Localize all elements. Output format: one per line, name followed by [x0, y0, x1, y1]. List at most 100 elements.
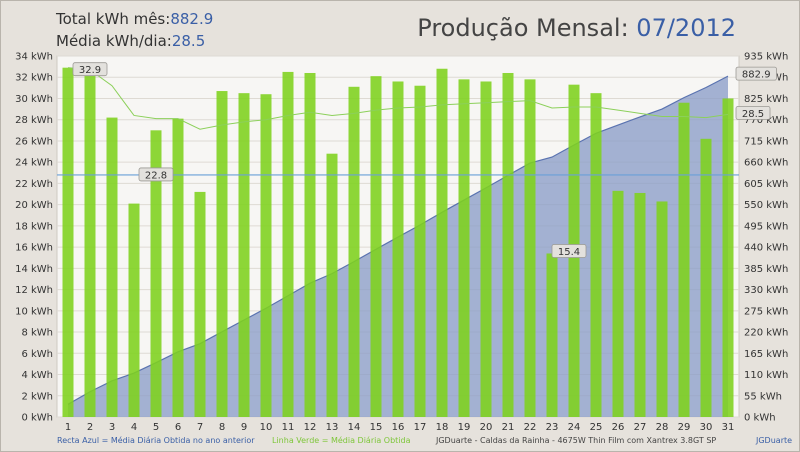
max-callout-text: 32.9	[79, 65, 101, 76]
footer-blue-note: Recta Azul = Média Diária Obtida no ano …	[57, 435, 255, 445]
x-tick-label: 27	[634, 422, 647, 433]
day-bar-18	[436, 68, 448, 417]
chart-title-label: Produção Mensal:	[417, 14, 629, 42]
x-tick-label: 14	[348, 422, 361, 433]
min-callout-text: 15.4	[558, 247, 580, 258]
average-end-callout-box	[735, 105, 771, 120]
value-callouts: 32.9 15.4 22.8 882.9 28.5	[72, 62, 777, 258]
day-bar-8	[216, 91, 228, 417]
x-tick-label: 30	[700, 422, 713, 433]
right-tick-label: 275 kWh	[744, 306, 788, 317]
footer-system-info: JGDuarte - Caldas da Rainha - 4675W Thin…	[435, 436, 716, 445]
average-end-callout: 28.5	[735, 105, 771, 120]
day-bar-1	[62, 67, 74, 417]
x-tick-label: 6	[175, 422, 181, 433]
day-bar-29	[678, 102, 690, 417]
day-bar-13	[326, 153, 338, 417]
reference-callout: 22.8	[138, 167, 174, 182]
left-tick-label: 32 kWh	[15, 73, 53, 84]
right-tick-label: 605 kWh	[744, 179, 788, 190]
right-tick-label: 110 kWh	[744, 370, 788, 381]
day-bar-30	[700, 138, 712, 418]
x-tick-label: 8	[219, 422, 225, 433]
max-callout: 32.9	[72, 62, 108, 77]
left-tick-label: 26 kWh	[15, 136, 53, 147]
right-tick-label: 385 kWh	[744, 264, 788, 275]
day-bar-3	[106, 117, 118, 418]
x-tick-label: 16	[392, 422, 405, 433]
right-tick-label: 330 kWh	[744, 285, 788, 296]
x-tick-label: 28	[656, 422, 669, 433]
day-bar-9	[238, 93, 250, 417]
left-axis-ticks: 0 kWh 2 kWh 4 kWh 6 kWh 8 kWh 10 kWh 12 kWh 14 …	[15, 52, 53, 424]
left-tick-label: 12 kWh	[15, 285, 53, 296]
day-bar-12	[304, 72, 316, 418]
day-bar-11	[282, 71, 294, 418]
right-tick-label: 935 kWh	[744, 52, 788, 63]
x-tick-label: 3	[109, 422, 115, 433]
footer-green-note: Linha Verde = Média Diária Obtida	[272, 435, 411, 445]
cumulative-end-callout-box	[735, 66, 777, 81]
right-tick-label: 550 kWh	[744, 200, 788, 211]
left-tick-label: 2 kWh	[21, 391, 53, 402]
day-bar-4	[128, 203, 140, 417]
average-end-callout-text: 28.5	[742, 109, 764, 120]
left-tick-label: 16 kWh	[15, 243, 53, 254]
day-bar-23	[546, 253, 558, 417]
reference-callout-box	[138, 167, 174, 182]
x-tick-label: 17	[414, 422, 427, 433]
right-tick-label: 770 kWh	[744, 115, 788, 126]
left-tick-label: 10 kWh	[15, 306, 53, 317]
x-tick-label: 7	[197, 422, 203, 433]
day-bar-22	[524, 79, 536, 417]
cumulative-end-callout-text: 882.9	[742, 70, 771, 81]
left-tick-label: 4 kWh	[21, 370, 53, 381]
x-tick-label: 19	[458, 422, 471, 433]
day-bar-26	[612, 190, 624, 417]
left-tick-label: 30 kWh	[15, 94, 53, 105]
day-bar-15	[370, 76, 382, 418]
x-tick-label: 23	[546, 422, 559, 433]
x-tick-label: 29	[678, 422, 691, 433]
x-tick-label: 1	[65, 422, 71, 433]
x-tick-label: 18	[436, 422, 449, 433]
x-tick-label: 4	[131, 422, 137, 433]
x-tick-label: 9	[241, 422, 247, 433]
right-tick-label: 220 kWh	[744, 328, 788, 339]
chart-title-value: 07/2012	[636, 14, 736, 42]
day-bar-16	[392, 81, 404, 417]
total-label: Total kWh mês:	[56, 10, 171, 28]
day-bar-5	[150, 130, 162, 417]
x-tick-label: 15	[370, 422, 383, 433]
left-tick-label: 6 kWh	[21, 349, 53, 360]
left-tick-label: 20 kWh	[15, 200, 53, 211]
day-bar-31	[722, 98, 734, 418]
max-callout-box	[72, 62, 108, 77]
day-bar-25	[590, 93, 602, 417]
x-tick-label: 11	[282, 422, 295, 433]
right-tick-label: 495 kWh	[744, 221, 788, 232]
reference-callout-text: 22.8	[145, 170, 167, 181]
day-bar-2	[84, 71, 96, 418]
right-tick-label: 660 kWh	[744, 158, 788, 169]
x-tick-label: 10	[260, 422, 273, 433]
cumulative-end-callout: 882.9	[735, 66, 777, 81]
day-bar-21	[502, 72, 514, 418]
summary-panel: Total kWh mês:882.9 Média kWh/dia:28.5	[56, 8, 213, 52]
right-tick-label: 825 kWh	[744, 94, 788, 105]
average-label: Média kWh/dia:	[56, 32, 172, 50]
x-tick-label: 12	[304, 422, 317, 433]
chart-title: Produção Mensal: 07/2012	[417, 14, 736, 42]
x-tick-label: 2	[87, 422, 93, 433]
x-tick-label: 31	[722, 422, 735, 433]
min-callout-box	[551, 244, 587, 258]
average-line	[67, 67, 729, 130]
right-tick-label: 715 kWh	[744, 136, 788, 147]
x-tick-label: 21	[502, 422, 515, 433]
average-row: Média kWh/dia:28.5	[56, 30, 213, 52]
x-axis-ticks: 1 2 3 4 5 6 7 8 9 10 11 12 13 14 15 16 17 18 19 20 21 22 23 24 2…	[65, 422, 735, 433]
day-bar-27	[634, 192, 646, 417]
total-value: 882.9	[170, 10, 214, 28]
x-tick-label: 26	[612, 422, 625, 433]
